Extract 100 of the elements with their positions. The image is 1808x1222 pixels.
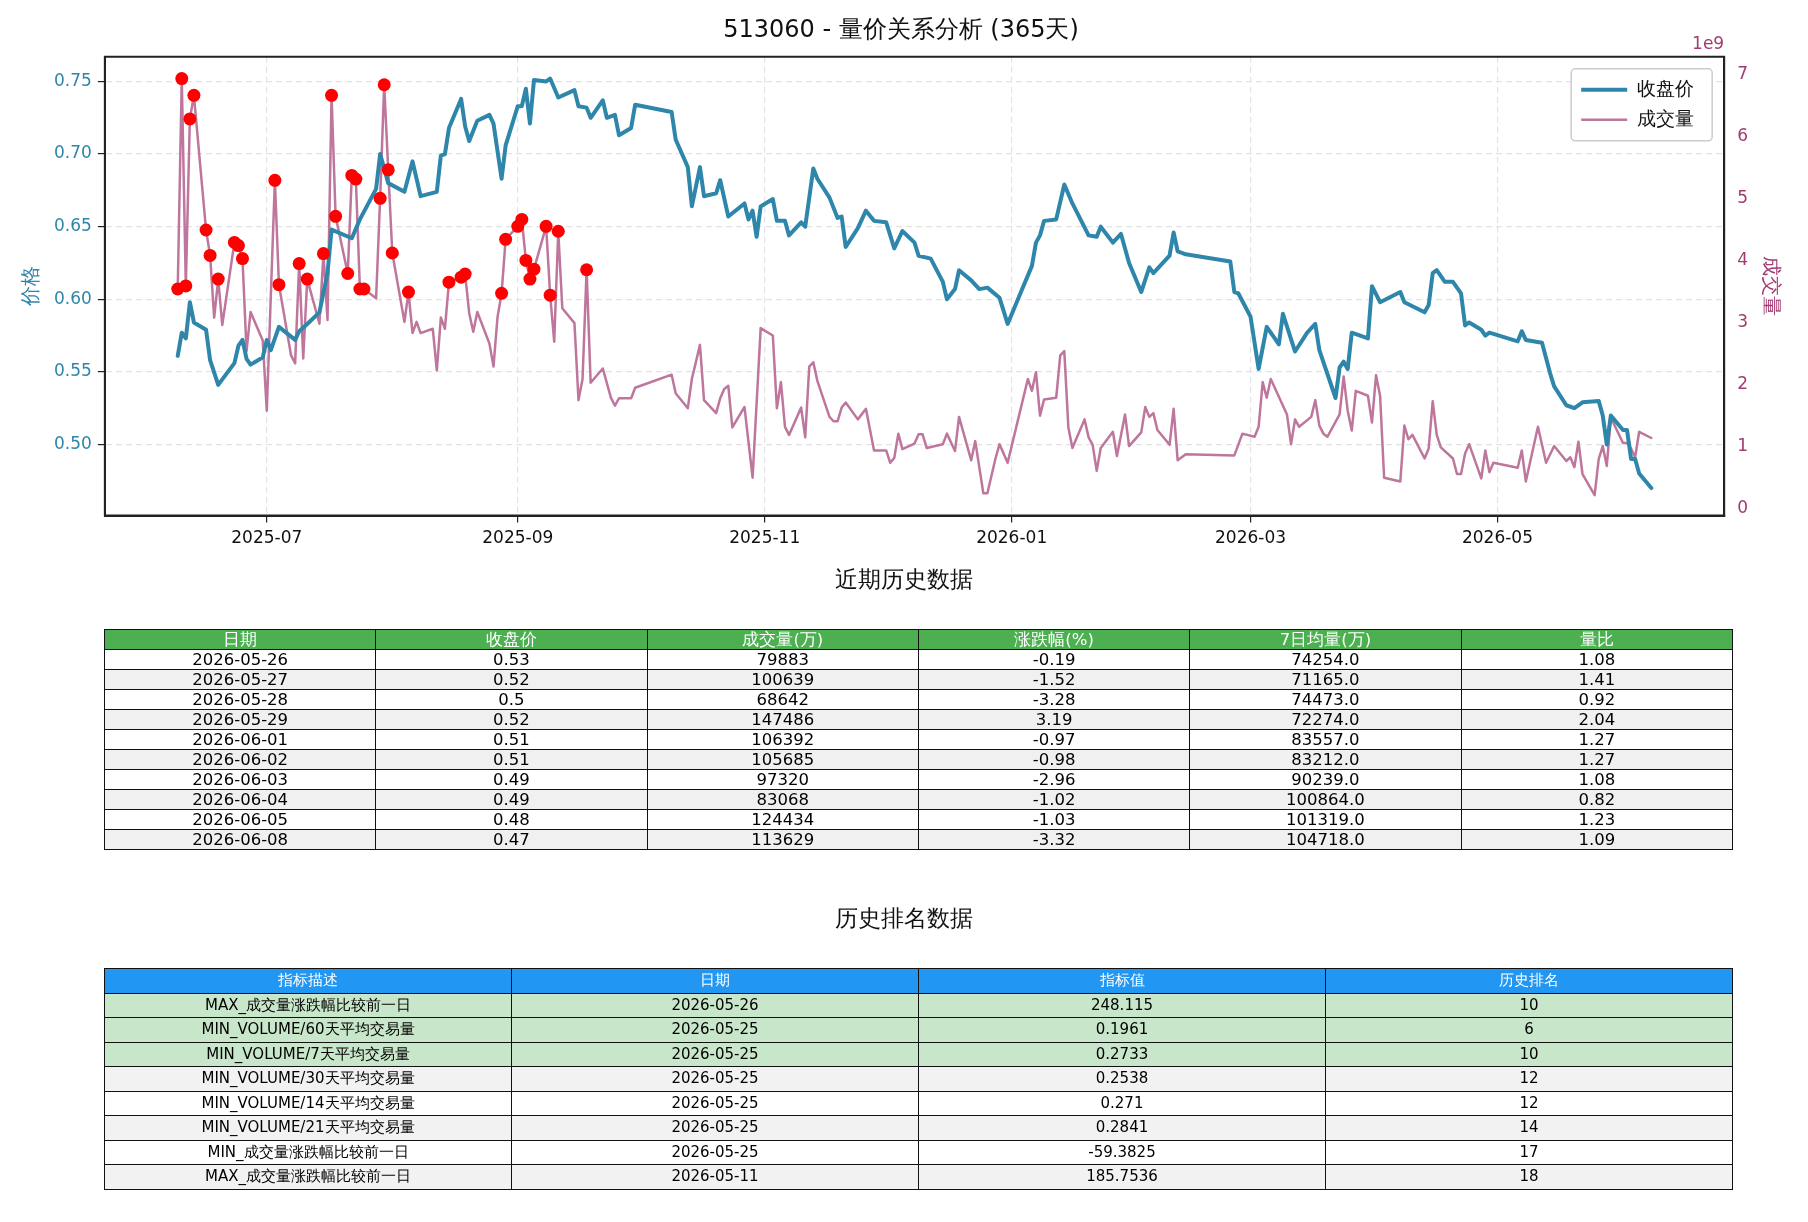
text: 83557.0 bbox=[1291, 730, 1360, 749]
category-label: 收盘价 bbox=[375, 629, 648, 650]
y2-tick-label: 0 bbox=[1737, 497, 1749, 518]
text: 83212.0 bbox=[1291, 750, 1360, 769]
text: -0.97 bbox=[1032, 730, 1076, 749]
category-label: 量比 bbox=[1461, 629, 1733, 650]
point bbox=[268, 173, 282, 187]
y-axis-title: 价格 bbox=[18, 266, 43, 308]
text: 0.48 bbox=[493, 810, 530, 829]
text: 0.51 bbox=[493, 730, 530, 749]
text: 10 bbox=[1519, 995, 1539, 1014]
point bbox=[183, 112, 197, 126]
text: 2026-06-05 bbox=[192, 810, 289, 829]
y-tick-label: 0.55 bbox=[53, 360, 92, 381]
text: 2026-05-25 bbox=[671, 1020, 759, 1038]
text: 74473.0 bbox=[1291, 690, 1360, 709]
text: 2026-05-29 bbox=[192, 710, 289, 729]
text: 历史排名数据 bbox=[834, 904, 974, 933]
text: -3.32 bbox=[1032, 830, 1076, 849]
y2-tick-label: 1 bbox=[1737, 435, 1749, 456]
point bbox=[515, 212, 529, 226]
point bbox=[236, 252, 249, 266]
text: 2026-06-08 bbox=[192, 830, 289, 849]
text: -3.28 bbox=[1032, 690, 1076, 709]
text: 0.271 bbox=[1100, 1093, 1144, 1112]
text: 1.27 bbox=[1578, 730, 1616, 749]
y-tick-label: 0.70 bbox=[53, 142, 92, 163]
point bbox=[527, 262, 541, 276]
text: MIN_VOLUME/14天平均交易量 bbox=[201, 1093, 415, 1112]
text: -0.98 bbox=[1032, 750, 1076, 769]
text: 1.09 bbox=[1578, 830, 1616, 849]
y2-axis-title: 成交量 bbox=[1759, 256, 1784, 317]
point bbox=[187, 88, 201, 102]
point bbox=[580, 263, 594, 277]
text: 6 bbox=[1524, 1020, 1534, 1038]
point bbox=[543, 288, 557, 302]
text: 0.53 bbox=[493, 650, 530, 669]
point bbox=[175, 72, 189, 86]
text: 0.2733 bbox=[1095, 1044, 1149, 1063]
text: 74254.0 bbox=[1291, 650, 1360, 669]
point bbox=[199, 223, 213, 237]
text: 3.19 bbox=[1035, 710, 1073, 729]
text: -1.03 bbox=[1032, 810, 1076, 829]
text: 0.51 bbox=[493, 750, 530, 769]
text: 185.7536 bbox=[1086, 1167, 1158, 1185]
y2-tick-label: 3 bbox=[1737, 310, 1749, 331]
text: -59.3825 bbox=[1088, 1142, 1156, 1161]
text: 0.52 bbox=[493, 710, 530, 729]
text: 1.08 bbox=[1578, 770, 1616, 789]
point bbox=[211, 272, 225, 286]
text: MIN_VOLUME/7天平均交易量 bbox=[206, 1044, 410, 1063]
category-label: 成交量(万) bbox=[647, 629, 919, 650]
text: MIN_VOLUME/21天平均交易量 bbox=[201, 1118, 415, 1136]
text: 100639 bbox=[751, 670, 815, 689]
point bbox=[325, 88, 339, 102]
text: 0.47 bbox=[493, 830, 530, 849]
text: 0.2841 bbox=[1095, 1118, 1149, 1136]
point bbox=[316, 247, 330, 261]
text: 147486 bbox=[751, 710, 815, 729]
category-label: 日期 bbox=[511, 968, 919, 993]
text: 2026-05-11 bbox=[671, 1167, 759, 1185]
text: 0.5 bbox=[498, 690, 525, 709]
point bbox=[539, 219, 553, 233]
text: 0.49 bbox=[493, 770, 530, 789]
text: 2026-05-28 bbox=[192, 690, 289, 709]
chart-title: 513060 - 量价关系分析 (365天) bbox=[723, 14, 1079, 43]
text: 105685 bbox=[751, 750, 815, 769]
text: 14 bbox=[1519, 1118, 1539, 1136]
text: 104718.0 bbox=[1286, 830, 1365, 849]
text: 2026-05-26 bbox=[671, 995, 759, 1014]
text: 113629 bbox=[751, 830, 815, 849]
point bbox=[329, 209, 343, 223]
text: -1.52 bbox=[1032, 670, 1076, 689]
text: 2026-06-03 bbox=[192, 770, 289, 789]
y-tick-label: 0.75 bbox=[53, 69, 92, 90]
x-tick-label: 2026-03 bbox=[1215, 527, 1287, 548]
text: 2026-05-25 bbox=[671, 1044, 759, 1063]
point bbox=[373, 191, 387, 205]
text: 1.27 bbox=[1578, 750, 1616, 769]
y-tick-label: 0.60 bbox=[53, 287, 92, 308]
text: 2026-05-26 bbox=[192, 650, 289, 669]
text: 17 bbox=[1519, 1142, 1539, 1161]
text: -0.19 bbox=[1032, 650, 1076, 669]
category-label: 日期 bbox=[104, 629, 376, 650]
point bbox=[495, 286, 509, 300]
text: 1.41 bbox=[1578, 670, 1616, 689]
text: 100864.0 bbox=[1286, 790, 1365, 809]
point bbox=[442, 275, 456, 289]
text: 12 bbox=[1519, 1069, 1539, 1087]
text: 2026-06-02 bbox=[192, 750, 289, 769]
text: 2026-05-25 bbox=[671, 1093, 759, 1112]
text: 1.23 bbox=[1578, 810, 1616, 829]
text: 71165.0 bbox=[1291, 670, 1360, 689]
text: 2026-05-25 bbox=[671, 1069, 759, 1087]
y2-tick-label: 4 bbox=[1737, 248, 1749, 269]
x-tick-label: 2026-05 bbox=[1461, 527, 1533, 548]
point bbox=[341, 266, 355, 280]
text: 2.04 bbox=[1578, 710, 1616, 729]
text: MIN_VOLUME/60天平均交易量 bbox=[201, 1020, 415, 1038]
text: 12 bbox=[1519, 1093, 1539, 1112]
